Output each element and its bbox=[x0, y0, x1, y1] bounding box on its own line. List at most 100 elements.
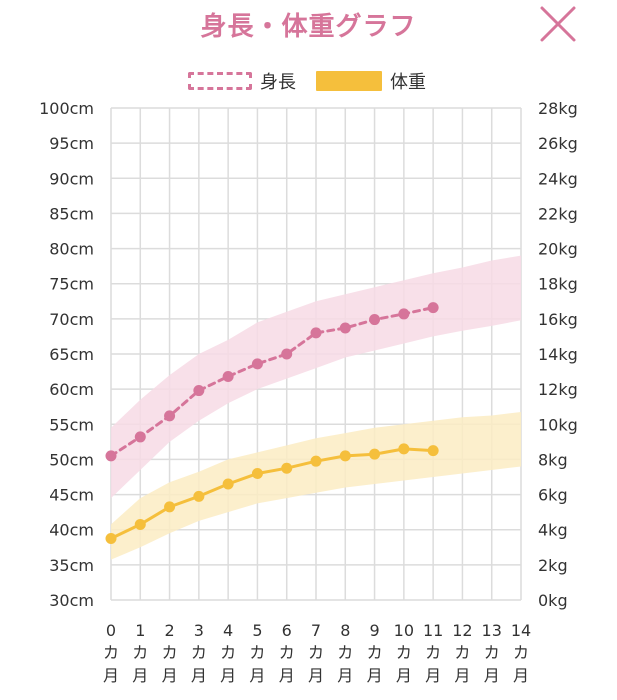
x-axis-unit-label: カ bbox=[513, 643, 529, 662]
height-data-point bbox=[427, 302, 439, 314]
close-button[interactable] bbox=[538, 4, 578, 44]
left-axis-tick-label: 75cm bbox=[49, 275, 94, 294]
chart-legend: 身長 体重 bbox=[0, 68, 617, 98]
x-axis-unit-label: 月 bbox=[103, 666, 119, 685]
left-axis-tick-label: 35cm bbox=[49, 556, 94, 575]
x-axis-unit-label: カ bbox=[367, 643, 383, 662]
legend-item-weight: 体重 bbox=[316, 68, 426, 94]
right-axis-tick-label: 26kg bbox=[538, 134, 578, 153]
x-axis-tick-label: 3 bbox=[194, 621, 204, 640]
x-axis-tick-label: 14 bbox=[511, 621, 531, 640]
left-axis-tick-label: 55cm bbox=[49, 415, 94, 434]
x-axis-unit-label: 月 bbox=[396, 666, 412, 685]
weight-data-point bbox=[369, 448, 381, 460]
right-axis-tick-label: 20kg bbox=[538, 240, 578, 259]
x-axis-tick-label: 12 bbox=[452, 621, 472, 640]
legend-item-height: 身長 bbox=[188, 68, 296, 94]
weight-data-point bbox=[427, 445, 439, 457]
right-axis-tick-label: 8kg bbox=[538, 450, 568, 469]
page-title: 身長・体重グラフ bbox=[200, 12, 417, 42]
height-data-point bbox=[193, 385, 205, 397]
weight-data-point bbox=[164, 501, 176, 513]
weight-data-point bbox=[339, 450, 351, 462]
legend-label-weight: 体重 bbox=[390, 72, 426, 93]
x-axis-unit-label: 月 bbox=[132, 666, 148, 685]
height-data-point bbox=[281, 348, 293, 360]
weight-data-point bbox=[193, 490, 205, 502]
x-axis-tick-label: 7 bbox=[311, 621, 321, 640]
x-axis-tick-label: 2 bbox=[164, 621, 174, 640]
x-axis-unit-label: カ bbox=[337, 643, 353, 662]
left-axis-tick-label: 40cm bbox=[49, 521, 94, 540]
height-data-point bbox=[222, 370, 234, 382]
right-axis-tick-label: 12kg bbox=[538, 380, 578, 399]
right-axis-tick-label: 22kg bbox=[538, 204, 578, 223]
height-data-point bbox=[251, 358, 263, 370]
left-axis-tick-label: 100cm bbox=[39, 99, 94, 118]
x-axis-tick-label: 1 bbox=[135, 621, 145, 640]
x-axis-tick-label: 8 bbox=[340, 621, 350, 640]
x-axis-unit-label: カ bbox=[162, 643, 178, 662]
weight-data-point bbox=[105, 533, 117, 544]
left-axis-tick-label: 95cm bbox=[49, 134, 94, 153]
right-axis-tick-label: 24kg bbox=[538, 169, 578, 188]
x-axis-unit-label: カ bbox=[249, 643, 265, 662]
height-reference-band bbox=[111, 255, 521, 499]
x-axis-unit-label: カ bbox=[396, 643, 412, 662]
x-axis-unit-label: カ bbox=[484, 643, 500, 662]
x-axis-unit-label: 月 bbox=[513, 666, 529, 685]
height-data-point bbox=[369, 314, 381, 326]
x-axis-unit-label: カ bbox=[425, 643, 441, 662]
legend-swatch-weight bbox=[316, 71, 382, 91]
height-data-point bbox=[164, 410, 176, 422]
x-axis-unit-label: カ bbox=[103, 643, 119, 662]
height-data-point bbox=[310, 327, 322, 339]
x-axis-unit-label: カ bbox=[279, 643, 295, 662]
x-axis-unit-label: 月 bbox=[425, 666, 441, 685]
right-axis-tick-label: 0kg bbox=[538, 591, 568, 610]
right-axis-tick-label: 2kg bbox=[538, 556, 568, 575]
left-axis-tick-label: 90cm bbox=[49, 169, 94, 188]
x-axis-unit-label: カ bbox=[308, 643, 324, 662]
legend-swatch-height bbox=[188, 72, 252, 90]
x-axis-unit-label: カ bbox=[191, 643, 207, 662]
x-axis-unit-label: 月 bbox=[337, 666, 353, 685]
right-axis-tick-label: 6kg bbox=[538, 486, 568, 505]
x-axis-unit-label: 月 bbox=[249, 666, 265, 685]
height-data-point bbox=[134, 431, 146, 443]
x-axis-unit-label: 月 bbox=[484, 666, 500, 685]
x-axis-tick-label: 13 bbox=[482, 621, 502, 640]
x-axis-unit-label: カ bbox=[454, 643, 470, 662]
right-axis-tick-label: 14kg bbox=[538, 345, 578, 364]
x-axis-tick-label: 6 bbox=[282, 621, 292, 640]
right-axis-tick-label: 16kg bbox=[538, 310, 578, 329]
height-data-point bbox=[339, 322, 351, 334]
left-axis-tick-label: 30cm bbox=[49, 591, 94, 610]
weight-data-point bbox=[251, 467, 263, 479]
height-series-line bbox=[109, 306, 435, 458]
legend-label-height: 身長 bbox=[260, 72, 296, 93]
x-axis-tick-label: 10 bbox=[394, 621, 414, 640]
left-axis-tick-label: 80cm bbox=[49, 240, 94, 259]
x-axis-tick-label: 9 bbox=[369, 621, 379, 640]
left-axis-tick-label: 50cm bbox=[49, 450, 94, 469]
left-axis-tick-label: 60cm bbox=[49, 380, 94, 399]
weight-data-point bbox=[222, 478, 234, 490]
x-axis-tick-label: 4 bbox=[223, 621, 233, 640]
height-data-point bbox=[105, 450, 117, 462]
height-data-point bbox=[398, 308, 410, 320]
right-axis-tick-label: 28kg bbox=[538, 99, 578, 118]
x-axis-unit-label: カ bbox=[132, 643, 148, 662]
weight-data-point bbox=[310, 455, 322, 467]
x-axis-unit-label: 月 bbox=[454, 666, 470, 685]
x-axis-tick-label: 5 bbox=[252, 621, 262, 640]
x-axis-tick-label: 0 bbox=[106, 621, 116, 640]
left-axis-tick-label: 65cm bbox=[49, 345, 94, 364]
x-axis-unit-label: カ bbox=[220, 643, 236, 662]
x-axis-unit-label: 月 bbox=[279, 666, 295, 685]
x-axis-unit-label: 月 bbox=[220, 666, 236, 685]
left-axis-tick-label: 70cm bbox=[49, 310, 94, 329]
x-axis-unit-label: 月 bbox=[367, 666, 383, 685]
right-axis-tick-label: 4kg bbox=[538, 521, 568, 540]
